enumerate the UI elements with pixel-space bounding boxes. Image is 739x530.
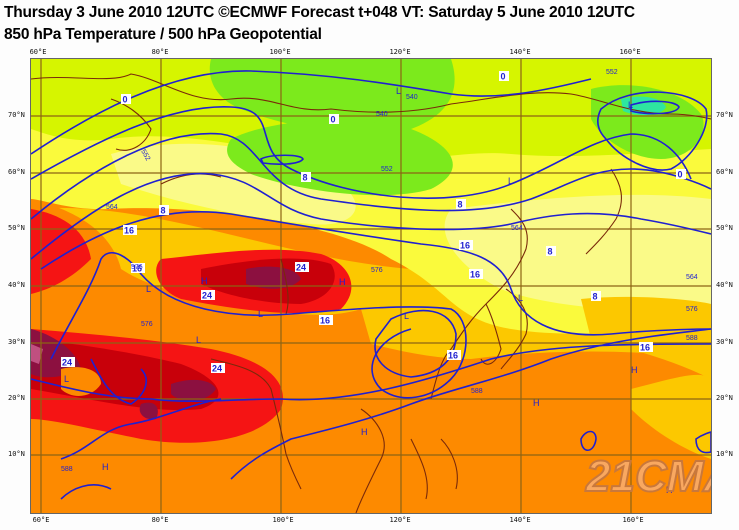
- svg-text:588: 588: [471, 388, 483, 395]
- x-tick-bottom: 100°E: [272, 516, 294, 524]
- temperature-field-red: [31, 209, 91, 294]
- svg-text:L: L: [146, 284, 151, 294]
- svg-text:576: 576: [371, 267, 383, 274]
- y-tick-left: 70°N: [8, 111, 25, 119]
- svg-text:0: 0: [123, 95, 128, 105]
- watermark-21cma: 21CMA: [585, 452, 711, 501]
- svg-text:552: 552: [139, 149, 151, 163]
- y-tick-left: 40°N: [8, 281, 25, 289]
- svg-text:H: H: [631, 365, 638, 375]
- y-tick-left: 20°N: [8, 394, 25, 402]
- svg-text:552: 552: [381, 166, 393, 173]
- y-tick-right: 10°N: [716, 450, 733, 458]
- svg-text:564: 564: [106, 204, 118, 211]
- x-tick-top: 160°E: [619, 48, 641, 56]
- temperature-labels: 0 0 0 0 8 8 8 8 8 16 16 16 16 16 16 16 2…: [61, 71, 686, 374]
- y-tick-right: 30°N: [716, 338, 733, 346]
- svg-text:H: H: [201, 276, 208, 286]
- svg-text:16: 16: [470, 270, 480, 280]
- svg-text:L: L: [518, 293, 523, 303]
- svg-text:8: 8: [161, 206, 166, 216]
- y-tick-left: 10°N: [8, 450, 25, 458]
- y-tick-left: 50°N: [8, 224, 25, 232]
- svg-text:24: 24: [296, 263, 306, 273]
- y-tick-right: 40°N: [716, 281, 733, 289]
- svg-text:24: 24: [212, 364, 222, 374]
- svg-text:16: 16: [124, 226, 134, 236]
- svg-text:L: L: [396, 86, 401, 96]
- svg-text:16: 16: [132, 264, 142, 274]
- svg-text:L: L: [196, 335, 201, 345]
- svg-text:564: 564: [511, 225, 523, 232]
- temp-label-0: 0: [121, 94, 131, 105]
- svg-text:552: 552: [606, 69, 618, 76]
- geopotential-labels: 540 540 552 552 552 564 564 564 576 576 …: [61, 69, 698, 473]
- temperature-field-maroon: [246, 266, 301, 289]
- y-tick-left: 60°N: [8, 168, 25, 176]
- x-tick-bottom: 140°E: [509, 516, 531, 524]
- svg-text:588: 588: [61, 466, 73, 473]
- svg-text:540: 540: [406, 94, 418, 101]
- svg-text:L: L: [404, 311, 409, 321]
- y-tick-right: 50°N: [716, 224, 733, 232]
- forecast-title: Thursday 3 June 2010 12UTC ©ECMWF Foreca…: [4, 4, 635, 21]
- x-tick-bottom: 80°E: [151, 516, 169, 524]
- x-tick-bottom: 160°E: [622, 516, 644, 524]
- svg-text:16: 16: [320, 316, 330, 326]
- geopotential-contours: [31, 70, 711, 500]
- svg-text:16: 16: [640, 343, 650, 353]
- svg-text:576: 576: [131, 264, 143, 271]
- svg-text:540: 540: [376, 111, 388, 118]
- svg-text:L: L: [258, 309, 263, 319]
- svg-text:0: 0: [331, 115, 336, 125]
- y-tick-right: 20°N: [716, 394, 733, 402]
- x-tick-top: 60°E: [29, 48, 47, 56]
- svg-text:564: 564: [686, 274, 698, 281]
- forecast-subtitle: 850 hPa Temperature / 500 hPa Geopotenti…: [4, 26, 322, 43]
- x-tick-top: 100°E: [269, 48, 291, 56]
- y-tick-left: 30°N: [8, 338, 25, 346]
- pressure-centers: L L L L L L L L L H H H H H H H: [64, 86, 673, 495]
- forecast-map: 0 0 0 0 8 8 8 8 8 16 16 16 16 16 16 16 2…: [30, 58, 712, 514]
- y-tick-right: 70°N: [716, 111, 733, 119]
- y-tick-right: 60°N: [716, 168, 733, 176]
- svg-text:24: 24: [62, 358, 72, 368]
- svg-text:8: 8: [458, 200, 463, 210]
- x-tick-top: 80°E: [151, 48, 169, 56]
- svg-text:H: H: [533, 398, 540, 408]
- svg-text:0: 0: [501, 72, 506, 82]
- svg-text:H: H: [361, 427, 368, 437]
- svg-text:8: 8: [593, 292, 598, 302]
- x-tick-bottom: 60°E: [32, 516, 50, 524]
- svg-text:16: 16: [448, 351, 458, 361]
- svg-text:588: 588: [686, 335, 698, 342]
- x-tick-top: 120°E: [389, 48, 411, 56]
- svg-text:576: 576: [141, 321, 153, 328]
- svg-text:8: 8: [303, 173, 308, 183]
- svg-text:L: L: [508, 176, 513, 186]
- svg-text:576: 576: [686, 306, 698, 313]
- svg-text:H: H: [666, 485, 673, 495]
- svg-text:H: H: [339, 277, 346, 287]
- svg-text:8: 8: [548, 247, 553, 257]
- x-tick-top: 140°E: [509, 48, 531, 56]
- svg-text:H: H: [102, 462, 109, 472]
- temperature-field-magenta: [31, 344, 43, 364]
- svg-text:16: 16: [460, 241, 470, 251]
- x-tick-bottom: 120°E: [389, 516, 411, 524]
- svg-text:24: 24: [202, 291, 212, 301]
- temperature-field-cold: [209, 59, 455, 133]
- svg-text:L: L: [64, 374, 69, 384]
- svg-text:0: 0: [678, 170, 683, 180]
- svg-text:L: L: [628, 100, 633, 110]
